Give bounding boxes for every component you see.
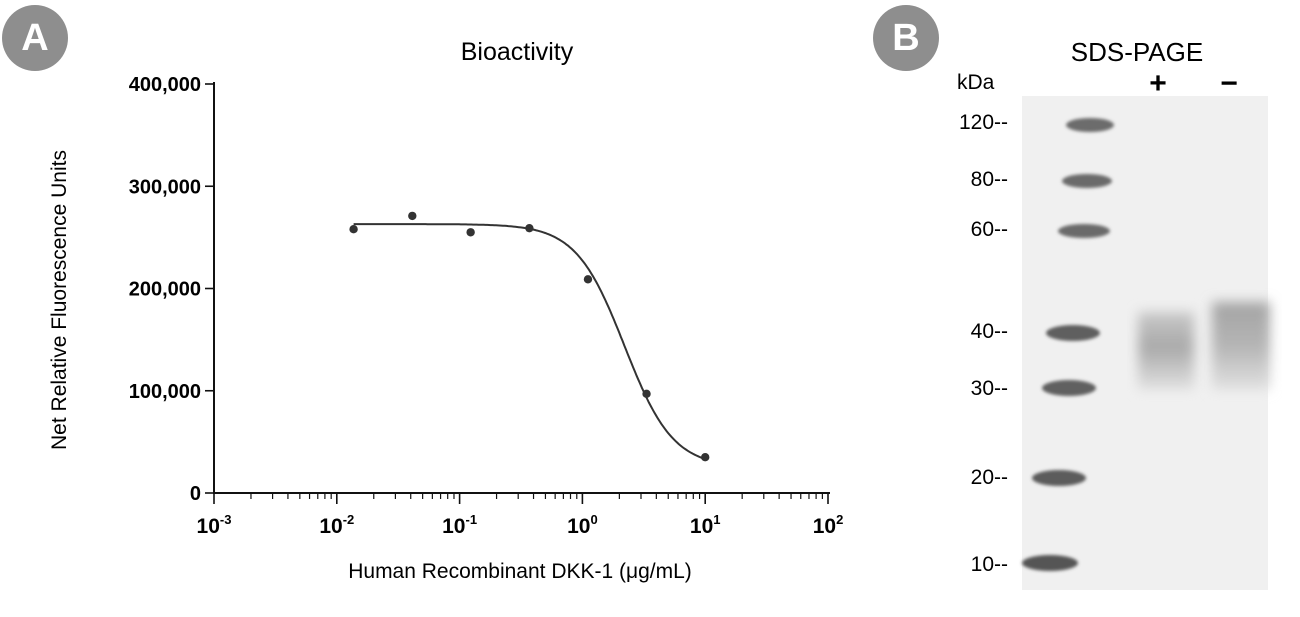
x-tick-base: 10	[567, 515, 590, 538]
x-tick-exponent: 2	[836, 512, 843, 527]
x-tick-exponent: -2	[343, 512, 355, 527]
y-tick-label: 100,000	[129, 381, 201, 403]
x-tick-base: 10	[813, 515, 836, 538]
data-point	[525, 223, 534, 233]
y-tick-label: 200,000	[129, 279, 201, 301]
ladder-band-60	[1058, 224, 1110, 238]
ladder-band-20	[1032, 470, 1086, 486]
marker-label-120: 120--	[959, 111, 1008, 134]
lane-minus-label: −	[1220, 67, 1238, 100]
x-tick-exponent: 1	[713, 512, 720, 527]
chart-title: Bioactivity	[461, 38, 574, 66]
x-tick-base: 10	[690, 515, 713, 538]
bioactivity-chart: Bioactivity Net Relative Fluorescence Un…	[48, 38, 844, 583]
x-tick-label: 10-2	[319, 512, 354, 538]
y-axis-title: Net Relative Fluorescence Units	[48, 150, 71, 450]
x-tick-label: 100	[567, 512, 598, 538]
y-tick-label: 400,000	[129, 74, 201, 96]
y-ticks: 0 100,000 200,000 300,000 400,000	[129, 74, 214, 505]
ladder-band-80	[1062, 174, 1112, 188]
sds-page-gel: SDS-PAGE kDa + − 120-- 80-- 60-- 40-- 30…	[957, 37, 1270, 590]
y-tick-label: 300,000	[129, 176, 201, 198]
x-tick-exponent: -3	[220, 512, 232, 527]
y-tick-label: 0	[190, 483, 201, 505]
panel-b-badge: B	[873, 5, 939, 71]
data-point	[349, 224, 358, 234]
fit-curve	[353, 223, 706, 460]
ladder-band-10	[1022, 555, 1078, 571]
marker-label-80: 80--	[971, 168, 1008, 191]
x-tick-base: 10	[319, 515, 342, 538]
data-points	[349, 211, 710, 462]
x-tick-label: 10-3	[197, 512, 232, 538]
data-point	[408, 211, 417, 221]
data-point	[583, 275, 593, 284]
sample-band-plus	[1138, 312, 1194, 390]
x-axis-title: Human Recombinant DKK-1 (μg/mL)	[348, 560, 692, 583]
marker-label-10: 10--	[971, 553, 1008, 576]
ladder-band-120	[1066, 118, 1114, 132]
data-point	[642, 389, 651, 399]
x-tick-label: 10-1	[442, 512, 477, 538]
gel-title: SDS-PAGE	[1071, 37, 1203, 67]
data-point	[701, 453, 710, 462]
gel-unit-label: kDa	[957, 71, 995, 94]
marker-label-30: 30--	[971, 377, 1008, 400]
marker-label-60: 60--	[971, 218, 1008, 241]
data-point	[466, 228, 475, 237]
ladder-band-40	[1046, 325, 1100, 341]
x-tick-exponent: 0	[590, 512, 597, 527]
ladder-bands	[1022, 118, 1114, 571]
x-ticks: 10-3 10-2 10-1 100 101 102	[197, 493, 844, 538]
x-tick-label: 101	[690, 512, 721, 538]
sample-band-minus	[1212, 302, 1270, 390]
marker-label-20: 20--	[971, 466, 1008, 489]
x-tick-label: 102	[813, 512, 844, 538]
marker-label-40: 40--	[971, 320, 1008, 343]
x-tick-exponent: -1	[465, 512, 477, 527]
panel-a-badge: A	[2, 5, 68, 71]
ladder-band-30	[1042, 380, 1096, 396]
x-tick-base: 10	[197, 515, 220, 538]
lane-plus-label: +	[1149, 67, 1167, 100]
x-tick-base: 10	[442, 515, 465, 538]
